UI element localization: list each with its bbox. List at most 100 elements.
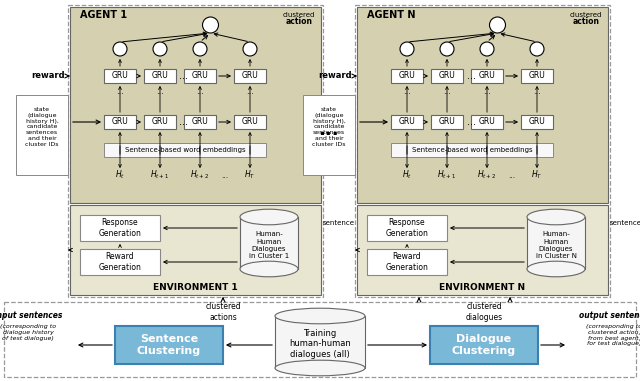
Text: ...: ... [483,86,491,96]
Text: Reward
Generation: Reward Generation [99,252,141,272]
Text: ...: ... [317,121,339,139]
Text: $H_t$: $H_t$ [402,169,412,181]
Text: input sentences: input sentences [0,312,62,320]
Text: AGENT N: AGENT N [367,10,415,20]
FancyBboxPatch shape [367,249,447,275]
FancyBboxPatch shape [184,69,216,83]
Circle shape [202,17,218,33]
Text: state
(dialogue
history H),
candidate
sentences
and their
cluster IDs: state (dialogue history H), candidate se… [25,107,59,147]
Text: ...: ... [246,86,254,96]
Ellipse shape [527,209,585,225]
Text: GRU: GRU [242,117,259,126]
Text: state
(dialogue
history H),
candidate
sentences
and their
cluster IDs: state (dialogue history H), candidate se… [312,107,346,147]
FancyBboxPatch shape [367,215,447,241]
FancyBboxPatch shape [471,69,503,83]
FancyBboxPatch shape [16,95,68,175]
Text: sentence: sentence [610,220,640,226]
Circle shape [243,42,257,56]
Text: action: action [573,18,600,27]
Ellipse shape [240,261,298,277]
FancyBboxPatch shape [357,205,608,295]
Text: ...: ... [443,86,451,96]
Text: $H_T$: $H_T$ [244,169,256,181]
Text: GRU: GRU [191,117,209,126]
Text: $H_T$: $H_T$ [531,169,543,181]
Text: GRU: GRU [191,72,209,80]
Text: $H_{t+1}$: $H_{t+1}$ [150,169,170,181]
Circle shape [480,42,494,56]
FancyBboxPatch shape [357,7,608,203]
Text: GRU: GRU [111,117,129,126]
Text: Training
human-human
dialogues (all): Training human-human dialogues (all) [289,329,351,359]
FancyBboxPatch shape [70,7,321,203]
FancyBboxPatch shape [431,115,463,129]
Text: sentence: sentence [323,220,355,226]
Text: ...: ... [508,171,516,179]
Text: reward: reward [31,72,65,80]
Text: $H_t$: $H_t$ [115,169,125,181]
Ellipse shape [240,209,298,225]
FancyBboxPatch shape [80,215,160,241]
FancyBboxPatch shape [104,69,136,83]
Text: ...: ... [156,86,164,96]
Text: GRU: GRU [152,117,168,126]
Text: Response
Generation: Response Generation [99,218,141,238]
Text: GRU: GRU [399,72,415,80]
FancyBboxPatch shape [471,115,503,129]
Text: clustered: clustered [570,12,602,18]
Text: $H_{t+1}$: $H_{t+1}$ [437,169,456,181]
Text: Sentence-based word embeddings: Sentence-based word embeddings [125,147,245,153]
Text: Dialogue
Clustering: Dialogue Clustering [452,334,516,356]
Text: ...: ... [533,86,541,96]
FancyBboxPatch shape [104,143,266,157]
Text: ...: ... [179,117,189,127]
Text: ...: ... [196,86,204,96]
FancyBboxPatch shape [521,115,553,129]
Text: GRU: GRU [242,72,259,80]
Text: GRU: GRU [111,72,129,80]
Text: ENVIRONMENT 1: ENVIRONMENT 1 [153,283,238,293]
Text: ...: ... [467,71,476,81]
Text: GRU: GRU [529,72,545,80]
Ellipse shape [275,360,365,376]
Text: output sentence: output sentence [579,312,640,320]
Text: $H_{t+2}$: $H_{t+2}$ [190,169,210,181]
Circle shape [113,42,127,56]
Text: GRU: GRU [438,72,456,80]
Text: Sentence
Clustering: Sentence Clustering [137,334,201,356]
Text: clustered
dialogues: clustered dialogues [465,302,502,322]
FancyBboxPatch shape [234,69,266,83]
Text: Sentence-based word embeddings: Sentence-based word embeddings [412,147,532,153]
FancyBboxPatch shape [391,143,553,157]
Text: action: action [285,18,312,27]
Circle shape [153,42,167,56]
FancyBboxPatch shape [184,115,216,129]
FancyBboxPatch shape [527,217,585,269]
FancyBboxPatch shape [115,326,223,364]
Text: GRU: GRU [438,117,456,126]
FancyBboxPatch shape [275,316,365,368]
Text: reward: reward [318,72,352,80]
Text: Reward
Generation: Reward Generation [385,252,428,272]
Circle shape [440,42,454,56]
Text: (corresponding to
dialogue history
of test dialogue): (corresponding to dialogue history of te… [0,324,56,341]
Text: GRU: GRU [399,117,415,126]
FancyBboxPatch shape [391,115,423,129]
FancyBboxPatch shape [234,115,266,129]
Circle shape [530,42,544,56]
Text: ...: ... [467,117,476,127]
Text: $H_{t+2}$: $H_{t+2}$ [477,169,497,181]
Text: AGENT 1: AGENT 1 [80,10,127,20]
FancyBboxPatch shape [431,69,463,83]
Ellipse shape [275,308,365,324]
Text: GRU: GRU [529,117,545,126]
FancyBboxPatch shape [70,205,321,295]
FancyBboxPatch shape [430,326,538,364]
FancyBboxPatch shape [104,115,136,129]
Text: ...: ... [403,86,411,96]
Text: GRU: GRU [479,117,495,126]
FancyBboxPatch shape [80,249,160,275]
Circle shape [490,17,506,33]
FancyBboxPatch shape [240,217,298,269]
FancyBboxPatch shape [144,115,176,129]
